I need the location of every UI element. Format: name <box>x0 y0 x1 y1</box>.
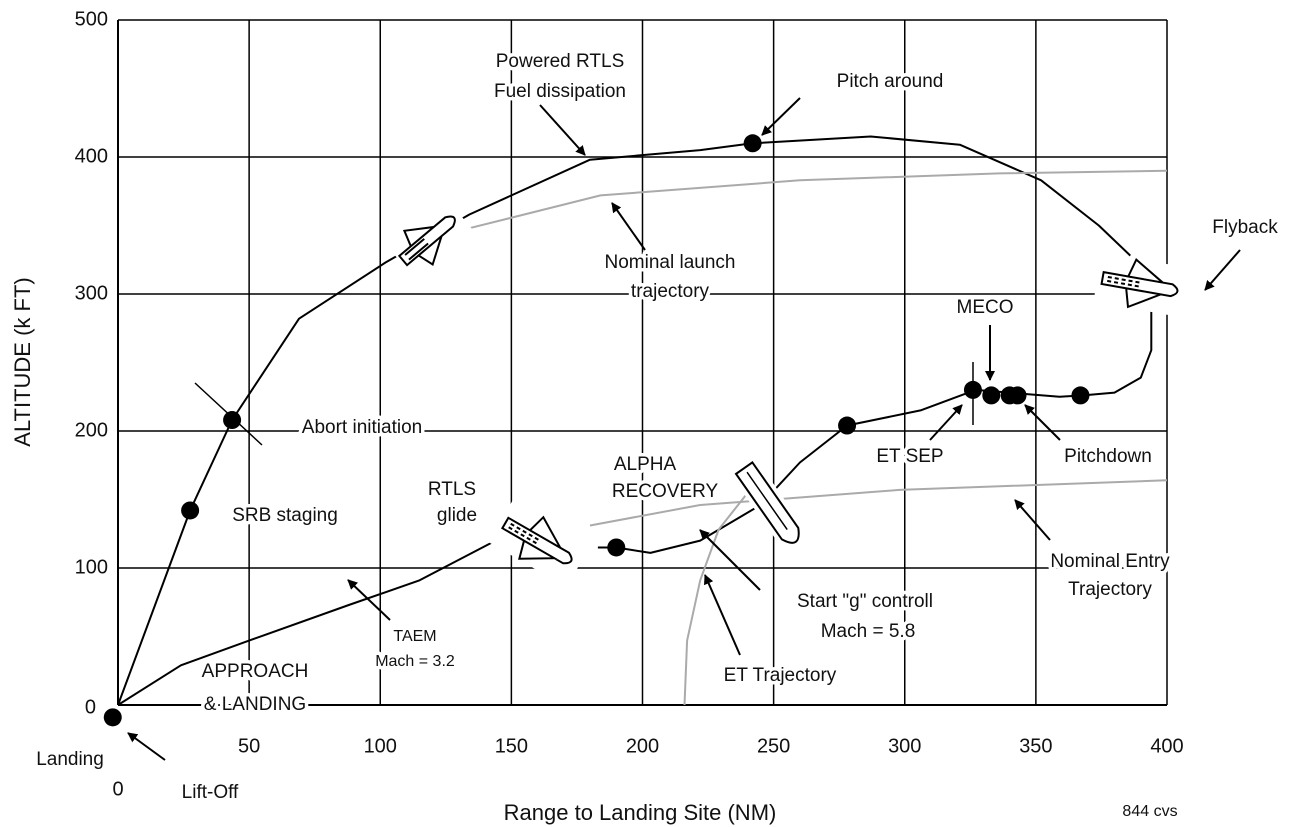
shuttle-icon <box>387 197 474 280</box>
annotation: Lift-Off <box>182 782 239 803</box>
annotation: Mach = 3.2 <box>375 653 455 670</box>
annotation: MECO <box>957 297 1014 318</box>
x-tick-label: 150 <box>495 735 528 757</box>
external-tank <box>730 457 810 553</box>
arrow <box>128 733 165 760</box>
annotation: Start "g" controll <box>797 591 933 612</box>
annotation: RTLS <box>428 479 476 500</box>
y-tick-label: 0 <box>85 696 96 718</box>
grid <box>118 20 1167 705</box>
annotation: Nominal launch <box>605 252 736 273</box>
arrow <box>348 580 390 620</box>
chart: Range to Landing Site (NM) ALTITUDE (k F… <box>0 0 1297 827</box>
x-tick-label: 50 <box>238 735 260 757</box>
annotation: ET Trajectory <box>724 665 837 686</box>
annotation: TAEM <box>393 628 436 645</box>
y-tick-label: 100 <box>75 556 108 578</box>
annotation: RECOVERY <box>612 481 719 502</box>
arrow <box>700 530 760 590</box>
data-point <box>838 417 856 435</box>
annotation: trajectory <box>631 281 710 302</box>
labels: Range to Landing Site (NM) ALTITUDE (k F… <box>10 8 1278 825</box>
x-tick-label: 300 <box>888 735 921 757</box>
data-point <box>1009 386 1027 404</box>
annotation: Nominal Entry <box>1050 551 1170 572</box>
data-point <box>104 708 122 726</box>
abort-marker <box>195 383 262 445</box>
x-tick-label: 0 <box>112 778 123 800</box>
x-axis-label: Range to Landing Site (NM) <box>504 800 777 825</box>
y-tick-label: 400 <box>75 145 108 167</box>
shuttle-icon <box>1093 253 1190 318</box>
shuttle-icon <box>489 499 592 587</box>
annotation: Flyback <box>1212 217 1278 238</box>
y-tick-label: 500 <box>75 8 108 30</box>
annotation: Trajectory <box>1068 579 1152 600</box>
annotation: ET SEP <box>876 446 943 467</box>
data-point <box>744 134 762 152</box>
x-tick-label: 100 <box>364 735 397 757</box>
data-point <box>181 501 199 519</box>
arrow <box>930 405 962 440</box>
annotation: Pitch around <box>837 71 944 92</box>
y-tick-label: 200 <box>75 419 108 441</box>
data-point <box>607 538 625 556</box>
arrow <box>705 575 740 655</box>
arrow <box>1025 405 1060 440</box>
trajectory-line <box>401 171 1167 257</box>
annotation: Powered RTLS <box>496 51 625 72</box>
annotation: Mach = 5.8 <box>821 621 916 642</box>
annotation: & LANDING <box>204 694 306 715</box>
annotation: Abort initiation <box>302 417 422 438</box>
annotation: Landing <box>36 749 104 770</box>
data-point <box>1071 386 1089 404</box>
x-tick-label: 400 <box>1150 735 1183 757</box>
arrow <box>1015 500 1050 540</box>
annotation: APPROACH <box>202 661 309 682</box>
arrow <box>540 105 585 155</box>
data-point <box>223 411 241 429</box>
annotation: Pitchdown <box>1064 446 1152 467</box>
x-tick-label: 350 <box>1019 735 1052 757</box>
y-axis-label: ALTITUDE (k FT) <box>10 277 35 446</box>
arrow <box>612 203 645 250</box>
annotation: Fuel dissipation <box>494 81 626 102</box>
x-tick-label: 200 <box>626 735 659 757</box>
y-tick-label: 300 <box>75 282 108 304</box>
annotation: SRB staging <box>232 505 338 526</box>
annotation: glide <box>437 505 477 526</box>
x-tick-label: 250 <box>757 735 790 757</box>
arrow <box>762 98 800 135</box>
data-point <box>982 386 1000 404</box>
annotation: ALPHA <box>614 454 677 475</box>
arrow <box>1205 250 1240 290</box>
annotation: 844 cvs <box>1122 803 1177 820</box>
